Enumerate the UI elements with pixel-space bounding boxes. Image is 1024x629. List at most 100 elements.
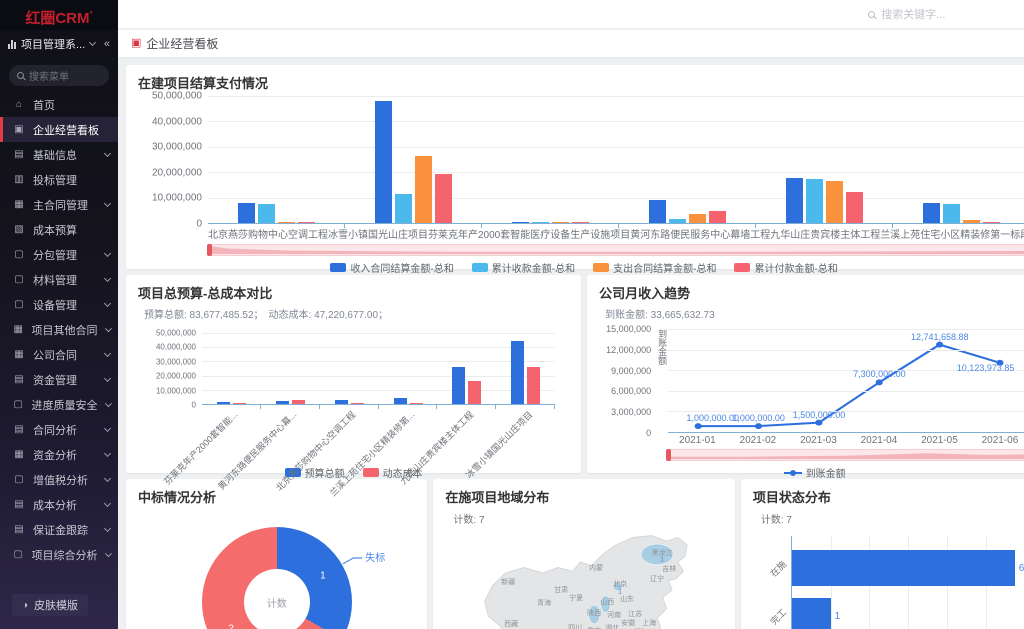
province-label: 甘肃 — [554, 587, 569, 594]
settlement-bar-chart: 50,000,000 40,000,000 30,000,000 20,000,000… — [138, 91, 1024, 275]
collapse-sidebar-button[interactable]: « — [103, 38, 110, 50]
datazoom-slider[interactable] — [207, 244, 1024, 256]
card-bid-analysis: 中标情况分析 计数1失标2中标 — [126, 479, 428, 629]
legend-item[interactable]: 收入合同结算金额-总和 — [330, 260, 454, 275]
axis-tick — [344, 224, 346, 228]
axis-tick — [755, 224, 757, 228]
bar-动态成本 — [350, 403, 364, 404]
chevron-down-icon — [104, 549, 112, 557]
sidebar-item-18[interactable]: ▢ 项目综合分析 — [0, 542, 118, 567]
datazoom-wave — [669, 453, 1024, 459]
bar-group — [496, 333, 556, 409]
sidebar-item-label: 资金分析 — [33, 449, 77, 462]
province-label: 江苏 — [628, 611, 643, 619]
x-tick-label: 2021-01 — [679, 435, 716, 446]
global-search-placeholder: 搜索关键字... — [881, 9, 946, 21]
chevron-down-icon — [103, 499, 112, 507]
gridline — [202, 361, 556, 363]
gridline — [208, 197, 1024, 199]
sidebar-item-1[interactable]: ▣ 企业经营看板 — [0, 117, 118, 142]
x-tick-label: 兰溪上苑住宅小区精装修第一标段 — [880, 230, 1024, 241]
sidebar-item-15[interactable]: ▢ 增值税分析 — [0, 467, 118, 492]
axis-tick — [377, 405, 379, 409]
province-value: 1 — [660, 556, 665, 564]
bar-累计付款金额-总和 — [983, 222, 1001, 223]
gridline — [668, 390, 1024, 392]
legend-label: 支出合同结算金额-总和 — [613, 264, 717, 275]
sidebar-item-8[interactable]: ▢ 设备管理 — [0, 292, 118, 317]
sidebar-item-11[interactable]: ▤ 资金管理 — [0, 367, 118, 392]
legend-item[interactable]: 预算总额 — [284, 465, 345, 480]
sidebar-item-label: 分包管理 — [33, 249, 77, 262]
bar-group — [208, 96, 346, 228]
sidebar-item-label: 首页 — [33, 99, 55, 112]
y-axis-labels: 在施 完工 — [757, 536, 791, 629]
doc-icon: ▤ — [14, 374, 24, 385]
dashboard-content: 在建项目结算支付情况 50,000,000 40,000,000 30,000,00… — [118, 57, 1024, 629]
sidebar-item-3[interactable]: ▥ 投标管理 — [0, 167, 118, 192]
chart-body: 15,000,000 12,000,000 9,000,000 6,000,000 3,… — [599, 324, 1024, 438]
legend-item[interactable]: 到账金额 — [783, 465, 846, 480]
chart-title-budget: 项目总预算-总成本对比 — [138, 286, 273, 301]
map-wrap: 新疆西藏青海甘肃内蒙宁夏陕西山西北京1黑龙江1吉林辽宁山东河南江苏上海安徽湖北重… — [456, 530, 712, 629]
bar-group — [482, 96, 620, 228]
datazoom-handle-left[interactable] — [666, 449, 672, 461]
sidebar-item-6[interactable]: ▢ 分包管理 — [0, 242, 118, 267]
skin-template-button[interactable]: ◑ 皮肤模版 — [12, 594, 89, 616]
bar-累计收款金额-总和 — [943, 203, 961, 223]
x-tick-label: 2021-03 — [800, 435, 837, 446]
sidebar-item-16[interactable]: ▤ 成本分析 — [0, 492, 118, 517]
province-label: 内蒙 — [589, 564, 604, 572]
tab-dashboard[interactable]: ▣ 企业经营看板 — [131, 35, 218, 52]
contract-icon: ▦ — [14, 199, 24, 210]
chevron-down-icon — [89, 38, 97, 47]
point-label: 12,741,658.88 — [910, 331, 969, 342]
workspace-label: 项目管理系... — [21, 39, 86, 51]
sidebar-item-17[interactable]: ▤ 保证金跟踪 — [0, 517, 118, 542]
sidebar-item-4[interactable]: ▦ 主合同管理 — [0, 192, 118, 217]
y-tick-label: 12,000,000 — [606, 344, 652, 355]
sidebar-item-13[interactable]: ▤ 合同分析 — [0, 417, 118, 442]
province-label: 宁夏 — [569, 594, 584, 602]
chevron-down-icon — [103, 424, 112, 432]
chevron-down-icon — [103, 199, 112, 207]
bar-group — [756, 96, 894, 228]
bar-收入合同结算金额-总和 — [649, 199, 667, 223]
legend-swatch — [734, 263, 751, 272]
legend-label: 累计收款金额-总和 — [491, 264, 576, 275]
gridline — [202, 375, 556, 377]
workspace-switcher[interactable]: 项目管理系... « — [0, 30, 118, 58]
sidebar-search-input[interactable]: 搜索菜单 — [9, 65, 109, 86]
chart-title-status: 项目状态分布 — [752, 490, 831, 505]
sidebar-item-5[interactable]: ▧ 成本预算 — [0, 217, 118, 242]
sidebar-item-0[interactable]: ⌂ 首页 — [0, 92, 118, 117]
x-axis-labels: 芬莱克年产2000套智能... 黄河东路便民服务中心幕... 北京燕莎购物中心空调工… — [162, 405, 555, 498]
bar-支出合同结算金额-总和 — [278, 221, 296, 223]
data-point — [755, 423, 763, 430]
sidebar-item-7[interactable]: ▢ 材料管理 — [0, 267, 118, 292]
legend-item[interactable]: 累计付款金额-总和 — [734, 260, 838, 275]
donut-center: 计数 — [243, 569, 310, 629]
global-search-input[interactable]: 搜索关键字... — [868, 6, 1024, 22]
bar-累计付款金额-总和 — [709, 211, 727, 223]
sidebar-item-14[interactable]: ▦ 资金分析 — [0, 442, 118, 467]
sidebar-item-10[interactable]: ▦ 公司合同 — [0, 342, 118, 367]
bar-动态成本 — [409, 402, 423, 404]
legend-item[interactable]: 动态成本 — [362, 465, 423, 480]
sidebar-item-12[interactable]: ▢ 进度质量安全 — [0, 392, 118, 417]
y-tick-label: 3,000,000 — [611, 407, 652, 418]
legend-item[interactable]: 累计收款金额-总和 — [471, 260, 576, 275]
chevron-down-icon — [103, 474, 112, 482]
legend-item[interactable]: 支出合同结算金额-总和 — [593, 260, 716, 275]
datazoom-slider[interactable] — [666, 449, 1024, 461]
legend-label: 到账金额 — [805, 469, 846, 480]
legend-swatch — [471, 263, 488, 272]
bar-预算总额 — [452, 366, 466, 404]
gridline — [202, 347, 556, 349]
china-map-svg — [484, 535, 688, 629]
sidebar-item-9[interactable]: ▦ 项目其他合同 — [0, 317, 118, 342]
sidebar-item-2[interactable]: ▤ 基础信息 — [0, 142, 118, 167]
highlighted-province — [600, 595, 611, 613]
chevron-down-icon — [103, 449, 112, 457]
datazoom-handle-left[interactable] — [207, 244, 212, 256]
